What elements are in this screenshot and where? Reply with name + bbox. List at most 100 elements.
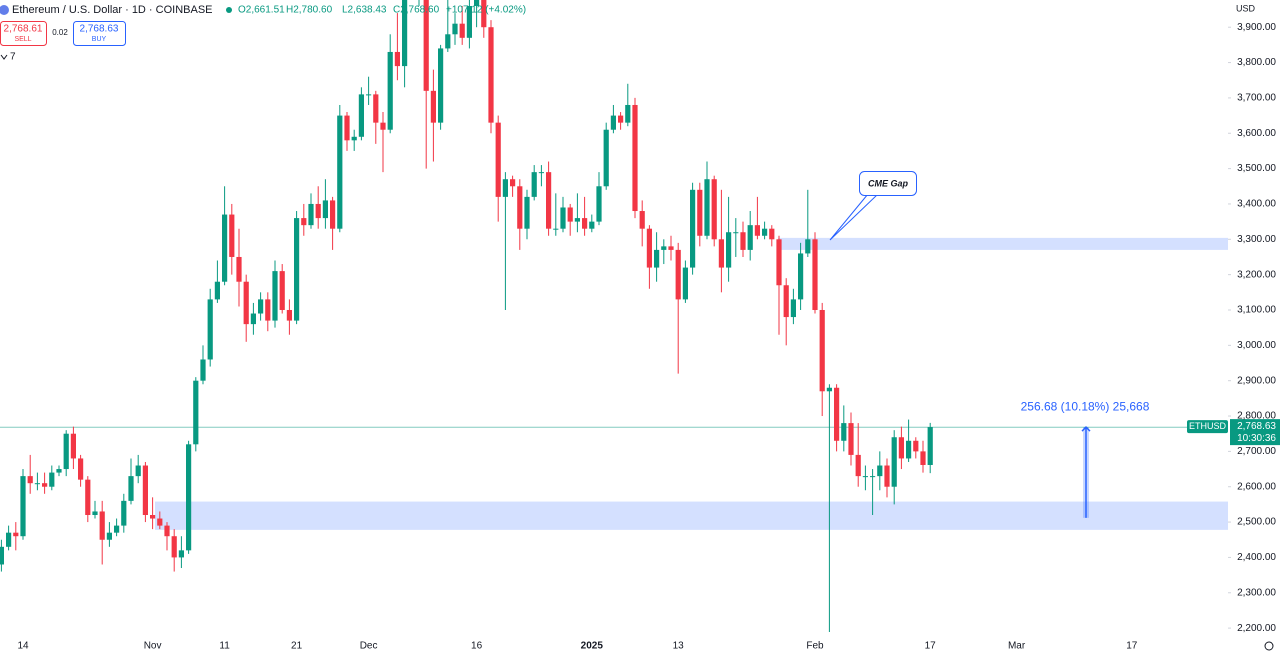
y-tick-label: 2,700.00: [1237, 446, 1276, 457]
x-tick-label: Mar: [1008, 641, 1026, 652]
y-tick-label: 2,300.00: [1237, 587, 1276, 598]
candle-body: [582, 218, 588, 229]
x-tick-label: 2025: [581, 641, 604, 652]
candle-body: [6, 532, 12, 547]
candle-body: [927, 427, 933, 465]
candle-body: [517, 186, 523, 229]
callout: [859, 171, 917, 196]
candle-body: [114, 525, 120, 533]
candle-body: [322, 200, 328, 219]
candle-body: [459, 23, 465, 38]
candle-body: [553, 228, 559, 230]
y-tick-label: 3,800.00: [1237, 57, 1276, 68]
candle-body: [344, 115, 350, 141]
candle-body: [711, 179, 717, 240]
candle-body: [826, 387, 832, 392]
symbol-title: Ethereum / U.S. Dollar · 1D · COINBASE: [12, 4, 213, 16]
symbol-tag-text: ETHUSD: [1189, 421, 1227, 431]
candle-body: [380, 122, 386, 130]
candle-body: [740, 232, 746, 250]
candle-body: [848, 423, 854, 455]
x-tick-label: 14: [17, 641, 29, 652]
ohlc-change: +107.12 (+4.02%): [446, 5, 526, 16]
candle-body: [56, 469, 62, 473]
candle-body: [574, 218, 580, 222]
y-tick-label: 3,000.00: [1237, 340, 1276, 351]
x-tick-label: Dec: [360, 641, 378, 652]
candle-body: [668, 246, 674, 250]
price-tag-text: 2,768.63: [1237, 421, 1276, 432]
candle-body: [49, 472, 55, 487]
candle-body: [438, 48, 444, 123]
measure-arrow: [1081, 426, 1091, 432]
candle-body: [891, 437, 897, 487]
candle-body: [790, 299, 796, 318]
callout-text: CME Gap: [868, 178, 909, 188]
candle-body: [862, 476, 868, 478]
candle-body: [13, 532, 19, 537]
candle-body: [625, 104, 631, 123]
candle-body: [538, 172, 544, 174]
candle-body: [366, 94, 372, 96]
candle-body: [726, 232, 732, 268]
buy-label: BUY: [92, 36, 107, 43]
x-tick-label: 21: [291, 641, 303, 652]
ohlc-open: O2,661.51: [238, 5, 285, 16]
candle-body: [121, 500, 127, 526]
y-tick-label: 3,300.00: [1237, 234, 1276, 245]
candle-body: [279, 271, 285, 310]
candle-body: [819, 309, 825, 392]
candle-body: [106, 532, 112, 540]
indicator-count: 7: [10, 52, 16, 63]
candle-body: [200, 359, 206, 381]
candle-body: [776, 239, 782, 286]
candle-body: [222, 214, 228, 282]
candle-body: [762, 228, 768, 236]
x-tick-label: Nov: [144, 641, 162, 652]
settings-icon[interactable]: [1264, 641, 1274, 651]
candle-body: [733, 232, 739, 234]
candle-body: [798, 253, 804, 300]
candle-body: [207, 299, 213, 360]
candle-body: [99, 511, 105, 540]
candle-body: [697, 189, 703, 236]
candle-body: [502, 179, 508, 197]
y-tick-label: 2,400.00: [1237, 552, 1276, 563]
candle-body: [618, 115, 624, 123]
candle-body: [589, 221, 595, 229]
candle-body: [430, 90, 436, 123]
candle-body: [387, 51, 393, 130]
sell-button[interactable]: [0, 21, 47, 46]
collapse-icon[interactable]: [0, 54, 8, 60]
candle-body: [718, 239, 724, 268]
measure-label: 256.68 (10.18%) 25,668: [1021, 399, 1150, 413]
candle-body: [524, 196, 530, 229]
buy-price: 2,768.63: [80, 24, 119, 35]
ohlc-close: C2,768.60: [393, 5, 440, 16]
symbol-icon: [0, 5, 9, 15]
candle-body: [394, 51, 400, 67]
candle-body: [596, 186, 602, 222]
x-tick-label: 17: [925, 641, 937, 652]
candle-body: [898, 437, 904, 459]
candle-body: [34, 483, 40, 485]
candle-body: [632, 104, 638, 212]
candle-body: [610, 115, 616, 130]
candle-body: [445, 34, 451, 49]
candle-body: [906, 440, 912, 459]
sell-label: SELL: [14, 36, 31, 43]
countdown: 10:30:36: [1237, 433, 1276, 444]
candle-body: [769, 228, 775, 240]
candle-body: [186, 444, 192, 551]
candle-body: [78, 458, 84, 480]
candle-body: [913, 440, 919, 452]
zone: [155, 501, 1228, 530]
candle-body: [661, 246, 667, 250]
buy-button[interactable]: [73, 21, 126, 46]
candle-body: [315, 203, 321, 219]
candle-body: [754, 225, 760, 236]
candle-body: [157, 518, 163, 526]
candle-body: [884, 465, 890, 487]
candle-body: [783, 285, 789, 318]
symbol-tag: [1187, 420, 1228, 434]
